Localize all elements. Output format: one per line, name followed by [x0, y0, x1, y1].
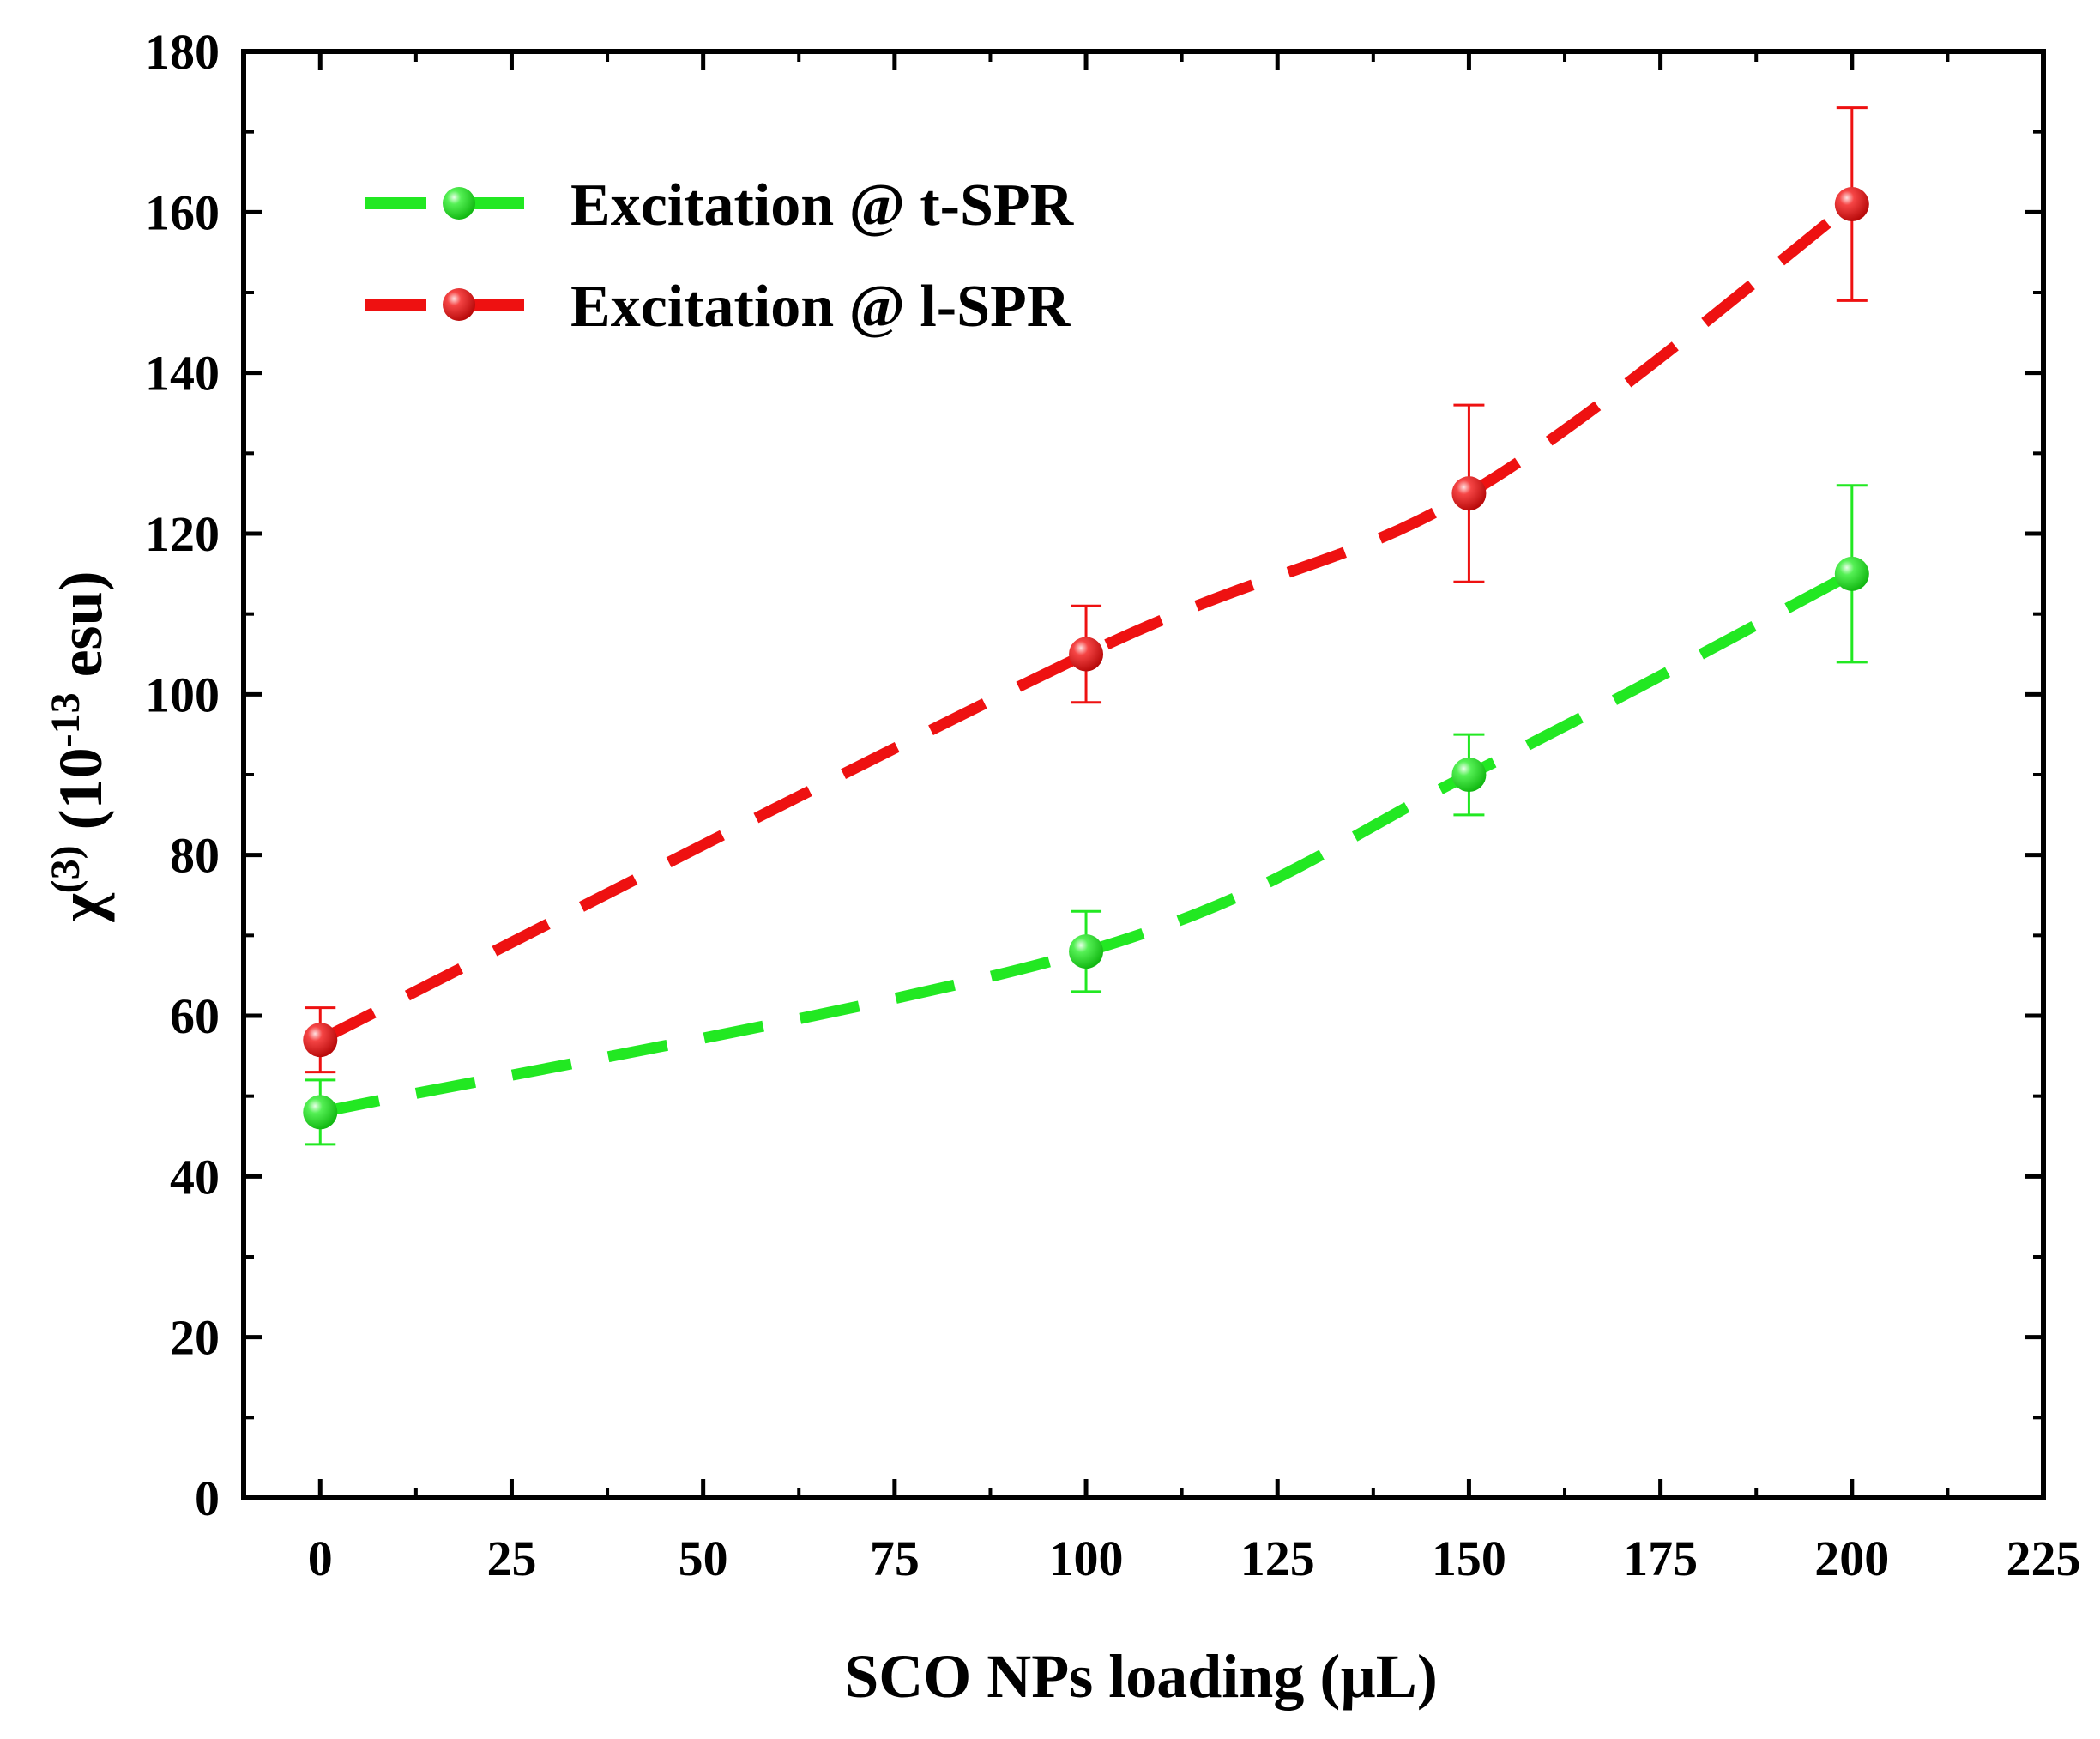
- legend-marker-t-spr: [443, 187, 475, 220]
- y-tick-label: 120: [145, 506, 220, 562]
- y-tick-label: 40: [170, 1149, 220, 1205]
- legend-marker-l-spr: [443, 288, 475, 321]
- y-tick-label: 60: [170, 988, 220, 1044]
- y-tick-label: 0: [195, 1470, 220, 1526]
- y-tick-label: 140: [145, 346, 220, 402]
- x-tick-label: 225: [2006, 1531, 2081, 1586]
- series-line-0: [318, 569, 1855, 1118]
- series-line-1: [317, 199, 1856, 1045]
- legend-entry-l-spr: Excitation @ l-SPR: [365, 274, 1071, 340]
- legend-label-t-spr: Excitation @ t-SPR: [570, 172, 1075, 239]
- data-point: [303, 1023, 338, 1058]
- y-axis-title: χ(3) (10-13 esu): [43, 571, 115, 922]
- y-axis-title-symbol: χ: [46, 893, 115, 923]
- y-tick-label: 160: [145, 184, 220, 240]
- legend: Excitation @ t-SPR Excitation @ l-SPR: [365, 172, 1075, 340]
- x-tick-label: 200: [1814, 1531, 1889, 1586]
- data-point: [1069, 934, 1104, 969]
- x-axis-title: SCO NPs loading (µL): [844, 1642, 1438, 1711]
- data-point: [1451, 758, 1487, 792]
- data-point: [303, 1095, 338, 1130]
- data-point: [1834, 186, 1869, 221]
- data-point: [1834, 556, 1869, 591]
- y-tick-label: 100: [145, 667, 220, 722]
- x-tick-label: 125: [1240, 1531, 1315, 1586]
- x-tick-label: 0: [308, 1531, 333, 1586]
- y-axis-title-superscript: (3): [43, 845, 88, 893]
- y-axis-title-exponent: -13: [43, 692, 88, 747]
- y-tick-label: 80: [170, 828, 220, 884]
- x-tick-label: 50: [679, 1531, 728, 1586]
- x-tick-label: 100: [1049, 1531, 1124, 1586]
- x-tick-label: 175: [1623, 1531, 1698, 1586]
- y-axis-title-unit: esu): [46, 571, 115, 692]
- x-tick-label: 75: [870, 1531, 920, 1586]
- x-tick-label: 150: [1432, 1531, 1506, 1586]
- y-tick-label: 20: [170, 1310, 220, 1366]
- x-tick-label: 25: [486, 1531, 536, 1586]
- legend-label-l-spr: Excitation @ l-SPR: [570, 274, 1071, 340]
- plot-frame: [241, 49, 2046, 1500]
- y-axis-title-open: (10: [46, 747, 115, 845]
- legend-entry-t-spr: Excitation @ t-SPR: [365, 172, 1075, 239]
- plot-layer: 0 25 50 75 100 125 150 175 200 225 0 20 40 60 80 100 120…: [145, 24, 2081, 1586]
- data-point: [1451, 476, 1487, 511]
- y-tick-label: 180: [145, 24, 220, 80]
- data-point: [1069, 637, 1104, 672]
